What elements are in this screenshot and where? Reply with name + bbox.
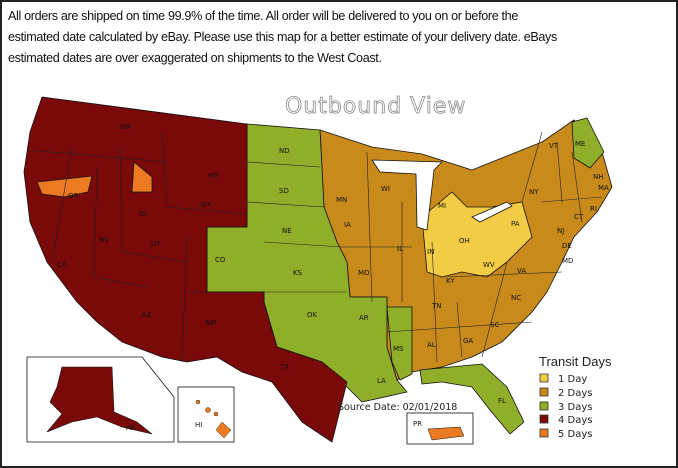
state-id-5-day-area — [131, 161, 153, 193]
label-in: IN — [427, 248, 434, 256]
label-la: LA — [377, 377, 386, 385]
legend-label: 5 Days — [558, 429, 593, 440]
region-1-day — [421, 191, 533, 278]
puerto-rico-inset: PR — [406, 412, 474, 445]
label-wa: WA — [120, 123, 132, 131]
label-nh: NH — [593, 173, 604, 181]
label-ma: MA — [598, 184, 609, 192]
label-ut: UT — [151, 240, 161, 248]
lake-erie — [471, 201, 513, 223]
legend-label: 2 Days — [558, 388, 593, 399]
label-ca: CA — [57, 261, 67, 269]
notice-line: All orders are shipped on time 99.9% of … — [8, 9, 518, 23]
label-ak: AK — [126, 424, 136, 432]
label-mi: MI — [438, 202, 446, 210]
label-wv: WV — [483, 261, 495, 269]
label-wy: WY — [200, 201, 212, 209]
label-me: ME — [575, 140, 585, 148]
shipping-notice: All orders are shipped on time 99.9% of … — [8, 6, 668, 69]
label-az: AZ — [142, 311, 152, 319]
label-vt: VT — [549, 142, 559, 150]
label-va: VA — [517, 267, 526, 275]
source-date: Source Date: 02/01/2018 — [338, 402, 457, 413]
legend: Transit Days 1 Day 2 Days 3 Days 4 Days … — [539, 354, 612, 440]
label-de: DE — [562, 242, 572, 250]
legend-swatch-3 — [539, 401, 549, 411]
label-pa: PA — [511, 220, 520, 228]
hawaii-inset: HI — [177, 386, 235, 443]
label-tn: TN — [431, 302, 442, 310]
label-oh: OH — [459, 237, 470, 245]
label-fl: FL — [498, 397, 506, 405]
label-nd: ND — [279, 147, 290, 155]
alaska-inset: AK — [26, 356, 175, 443]
label-nm: NM — [205, 319, 216, 327]
legend-swatch-2 — [539, 387, 549, 397]
label-ga: GA — [463, 337, 473, 345]
label-ri: RI — [590, 205, 597, 213]
label-nj: NJ — [557, 227, 564, 235]
legend-label: 3 Days — [558, 402, 593, 413]
notice-line: estimated dates are over exaggerated on … — [8, 51, 382, 65]
state-me — [571, 117, 605, 169]
legend-label: 4 Days — [558, 415, 593, 426]
label-ks: KS — [293, 269, 303, 277]
legend-title: Transit Days — [539, 354, 612, 369]
label-pr: PR — [413, 420, 422, 428]
label-wi: WI — [381, 185, 390, 193]
label-ct: CT — [574, 213, 584, 221]
label-md: MD — [562, 257, 573, 265]
legend-swatch-1 — [539, 373, 549, 383]
legend-swatch-4 — [539, 414, 549, 424]
great-lakes — [371, 159, 443, 231]
label-sd: SD — [279, 187, 289, 195]
label-nc: NC — [511, 294, 521, 302]
label-mo: MO — [358, 269, 370, 277]
label-co: CO — [215, 256, 226, 264]
state-borders — [26, 131, 603, 363]
label-ny: NY — [529, 188, 539, 196]
label-mt: MT — [208, 172, 219, 180]
map-title: Outbound View — [285, 94, 466, 119]
label-hi: HI — [195, 421, 202, 429]
label-ky: KY — [446, 277, 455, 285]
state-labels: WA OR CA NV ID MT WY UT AZ CO NM ND SD N… — [57, 123, 609, 405]
label-il: IL — [397, 245, 403, 253]
state-fl — [419, 363, 525, 435]
label-al: AL — [427, 341, 436, 349]
label-ne: NE — [282, 227, 292, 235]
label-sc: SC — [490, 321, 499, 329]
state-ms — [386, 306, 413, 381]
notice-line: estimated date calculated by eBay. Pleas… — [8, 30, 557, 44]
legend-label: 1 Day — [558, 374, 587, 385]
label-ms: MS — [393, 345, 404, 353]
label-ar: AR — [359, 314, 369, 322]
label-ia: IA — [344, 221, 351, 229]
label-nv: NV — [99, 236, 109, 244]
state-or-5-day-area — [36, 175, 93, 198]
label-tx: TX — [279, 363, 289, 371]
label-or: OR — [68, 192, 79, 200]
label-id: ID — [139, 210, 146, 218]
legend-swatch-5 — [539, 428, 549, 438]
label-ok: OK — [307, 311, 318, 319]
label-mn: MN — [336, 196, 347, 204]
